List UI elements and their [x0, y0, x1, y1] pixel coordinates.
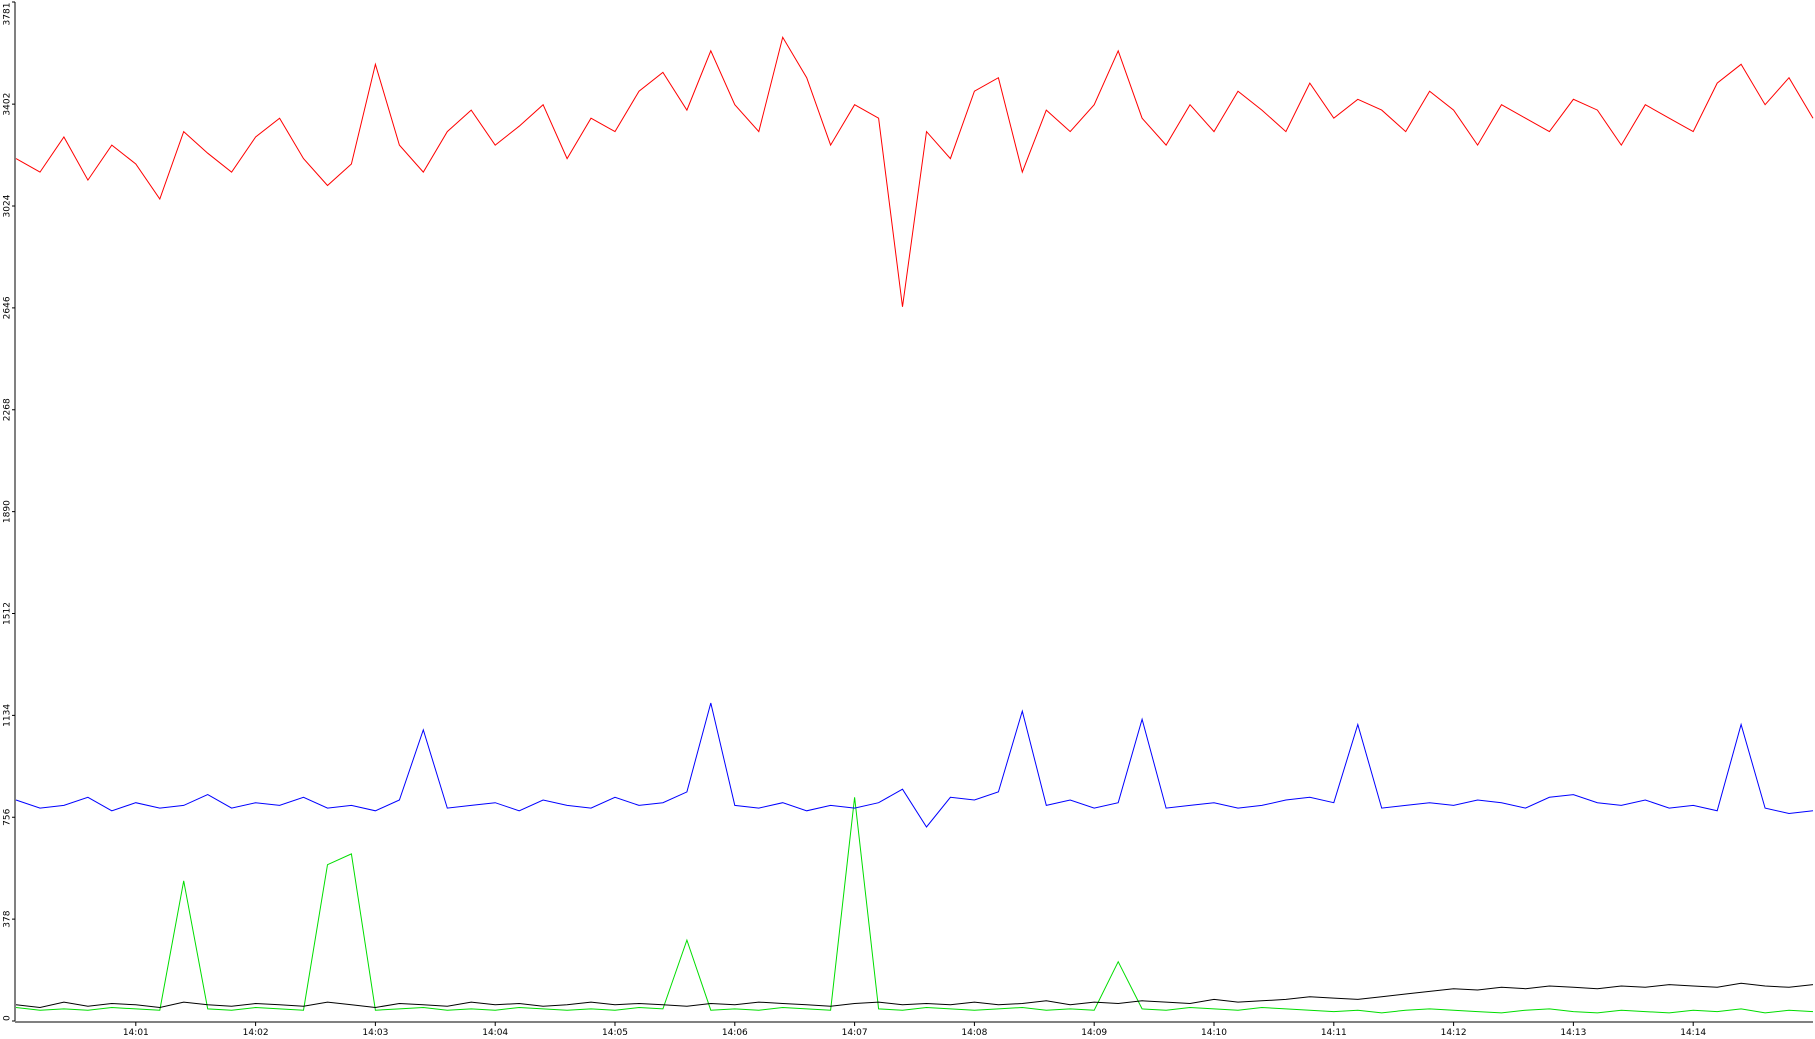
x-tick-label: 14:11 [1321, 1028, 1347, 1038]
y-tick-label: 2268 [3, 398, 13, 421]
y-tick-label: 3402 [3, 93, 13, 116]
y-tick-label: 1134 [3, 704, 13, 727]
x-tick-label: 14:05 [602, 1028, 628, 1038]
x-tick-label: 14:04 [482, 1028, 508, 1038]
series-line [15, 797, 1814, 1014]
y-tick-label: 378 [3, 910, 13, 927]
x-tick-label: 14:03 [362, 1028, 388, 1038]
y-tick-label: 756 [3, 808, 13, 825]
y-tick-label: 0 [3, 1015, 13, 1021]
y-tick-label: 3024 [3, 194, 13, 217]
series-line [15, 982, 1814, 1009]
x-tick-label: 14:06 [722, 1028, 748, 1038]
x-tick-label: 14:01 [123, 1028, 149, 1038]
x-tick-label: 14:13 [1560, 1028, 1586, 1038]
x-tick-label: 14:10 [1201, 1028, 1227, 1038]
x-tick-label: 14:12 [1441, 1028, 1467, 1038]
x-tick-label: 14:07 [842, 1028, 868, 1038]
x-tick-label: 14:08 [961, 1028, 987, 1038]
series-line [15, 36, 1814, 307]
y-tick-label: 1890 [3, 500, 13, 523]
series-line [15, 702, 1814, 828]
x-tick-label: 14:09 [1081, 1028, 1107, 1038]
x-tick-label: 14:02 [243, 1028, 269, 1038]
y-tick-label: 2646 [3, 296, 13, 319]
y-tick-label: 3781 [3, 3, 13, 26]
y-tick-label: 1512 [3, 602, 13, 625]
x-tick-label: 14:14 [1680, 1028, 1706, 1038]
